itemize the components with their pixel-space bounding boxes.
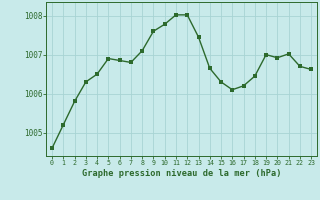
X-axis label: Graphe pression niveau de la mer (hPa): Graphe pression niveau de la mer (hPa) xyxy=(82,169,281,178)
